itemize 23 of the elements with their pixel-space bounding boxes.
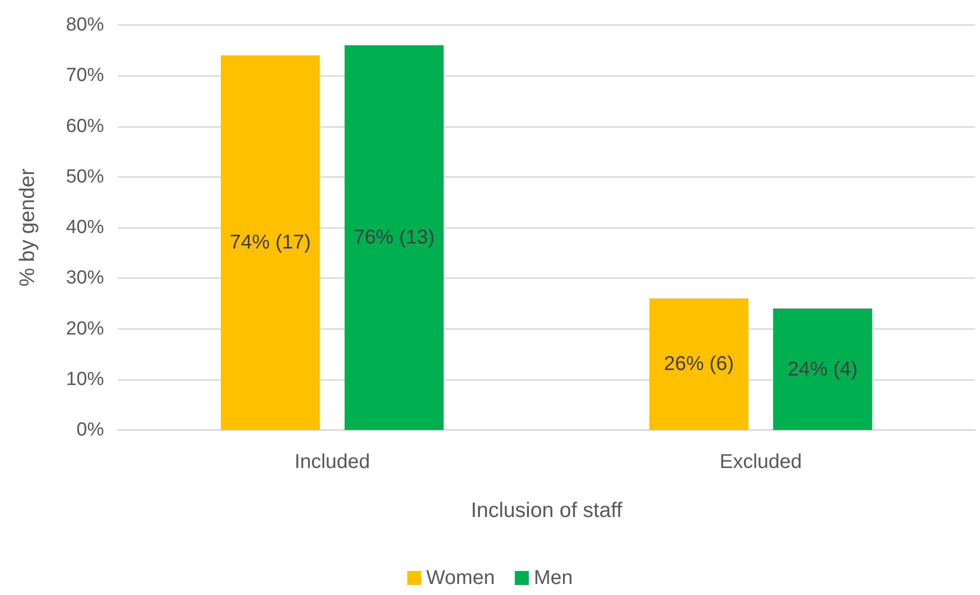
y-tick-label: 10% bbox=[66, 368, 104, 390]
y-tick-label: 20% bbox=[66, 318, 104, 340]
y-tick-label: 30% bbox=[66, 268, 104, 289]
y-tick-label: 50% bbox=[66, 166, 104, 188]
bar bbox=[649, 298, 748, 430]
y-tick-label: 0% bbox=[76, 420, 104, 440]
legend-label: Men bbox=[534, 567, 573, 589]
data-label: 26% (6) bbox=[664, 353, 734, 376]
data-label: 74% (17) bbox=[230, 232, 311, 254]
y-tick-label: 70% bbox=[66, 65, 104, 86]
data-label: 76% (13) bbox=[354, 226, 435, 249]
x-tick-label: Excluded bbox=[720, 451, 802, 473]
bar bbox=[344, 45, 444, 430]
legend-label: Women bbox=[426, 567, 495, 589]
bar bbox=[220, 55, 320, 430]
y-tick-label: 60% bbox=[66, 116, 104, 137]
x-tick-label: Included bbox=[294, 451, 370, 473]
y-axis-title: % by gender bbox=[16, 168, 39, 286]
y-tick-label: 80% bbox=[66, 14, 104, 36]
y-tick-label: 40% bbox=[66, 217, 104, 238]
bar bbox=[773, 308, 872, 430]
x-axis-title: Inclusion of staff bbox=[470, 499, 622, 522]
data-label: 24% (4) bbox=[788, 358, 858, 380]
